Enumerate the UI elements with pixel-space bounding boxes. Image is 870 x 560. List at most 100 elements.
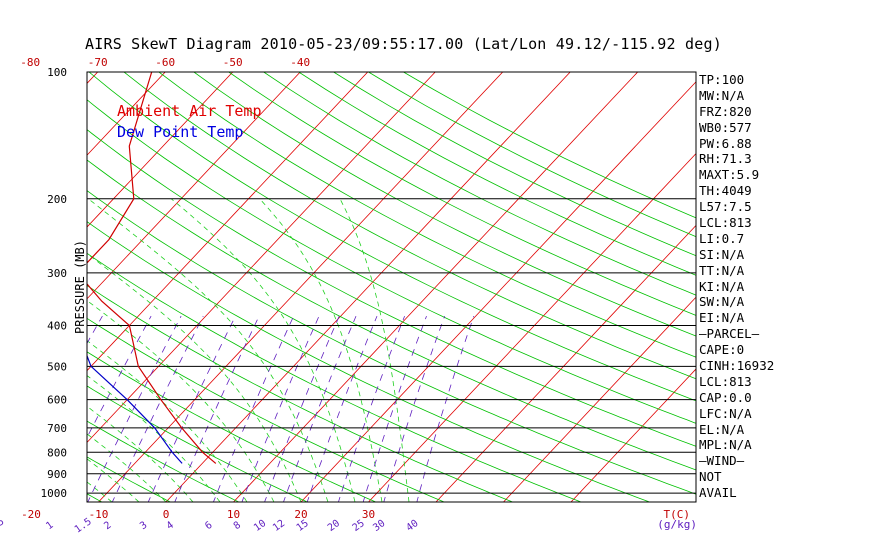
y-axis-label: PRESSURE (MB) xyxy=(73,240,87,334)
dry-adiabat xyxy=(0,72,37,504)
stat-item: AVAIL xyxy=(699,485,737,501)
mixing-ratio-tick: 8 xyxy=(232,520,243,532)
stat-item: CINH:16932 xyxy=(699,358,775,374)
bottom-temperature-tick: 10 xyxy=(227,508,240,521)
dry-adiabat xyxy=(193,72,696,337)
dry-adiabat xyxy=(87,221,651,502)
mixing-ratio-line xyxy=(306,315,378,502)
pressure-tick-label: 100 xyxy=(47,66,67,79)
top-temperature-tick: -40 xyxy=(290,56,310,69)
mixing-ratio-tick: 4 xyxy=(165,520,176,532)
top-temperature-tick: -60 xyxy=(155,56,175,69)
isotherm-line xyxy=(435,224,696,502)
bottom-temperature-tick: -10 xyxy=(89,508,109,521)
mixing-ratio-line xyxy=(87,315,152,439)
stat-item: MPL:N/A xyxy=(699,437,752,453)
mixing-ratio-line xyxy=(416,315,475,502)
pressure-tick-label: 1000 xyxy=(41,487,68,500)
mixing-ratio-tick: 40 xyxy=(404,518,420,534)
isotherm-line xyxy=(367,153,696,502)
dewpoint-profile-line xyxy=(87,354,183,464)
mixing-ratio-line xyxy=(337,315,405,502)
stat-item: KI:N/A xyxy=(699,278,745,294)
stat-item: RH:71.3 xyxy=(699,151,752,167)
stat-item: LCL:813 xyxy=(699,215,752,231)
mixing-ratio-line xyxy=(87,315,182,502)
stat-item: L57:7.5 xyxy=(699,199,752,215)
isotherm-line xyxy=(0,63,39,504)
stat-item: WB0:577 xyxy=(699,119,752,135)
isotherm-line xyxy=(87,72,301,300)
dry-adiabat xyxy=(87,129,696,447)
stat-item: FRZ:820 xyxy=(699,103,752,119)
pressure-tick-label: 700 xyxy=(47,422,67,435)
mixing-ratio-line xyxy=(264,315,340,502)
stat-item: CAP:0.0 xyxy=(699,389,752,405)
pressure-tick-label: 300 xyxy=(47,267,67,280)
top-temperature-tick: -50 xyxy=(223,56,243,69)
moist-adiabat xyxy=(88,198,329,502)
stat-item: TP:100 xyxy=(699,72,745,87)
dry-adiabat xyxy=(158,72,696,358)
mixing-ratio-tick: 10 xyxy=(252,518,268,534)
dry-adiabat xyxy=(228,72,696,316)
dry-adiabat xyxy=(87,493,103,502)
mixing-ratio-line xyxy=(111,315,204,502)
bottom-temperature-tick: 20 xyxy=(294,508,307,521)
moist-adiabat xyxy=(87,433,167,502)
moist-adiabat xyxy=(171,198,356,502)
isotherm-line xyxy=(502,296,696,502)
moist-adiabat xyxy=(87,252,302,502)
legend-dew-point-temp: Dew Point Temp xyxy=(117,123,243,141)
stability-index-panel: TP:100 MW:N/A FRZ:820 WB0:577 PW:6.88 RH:71.3… xyxy=(699,72,869,501)
moist-adiabat xyxy=(87,405,194,502)
stat-item: CAPE:0 xyxy=(699,342,745,358)
dry-adiabat xyxy=(333,72,696,257)
isotherm-line xyxy=(87,72,369,372)
pressure-tick-label: 400 xyxy=(47,320,67,333)
mixing-ratio-tick: 2 xyxy=(102,520,113,532)
stat-item: EL:N/A xyxy=(699,421,745,437)
pressure-tick-label: 900 xyxy=(47,468,67,481)
moist-adiabat xyxy=(87,299,275,502)
pressure-tick-label: 200 xyxy=(47,193,67,206)
moist-adiabat xyxy=(339,198,410,502)
dry-adiabat xyxy=(87,159,696,471)
stat-item: MW:N/A xyxy=(699,87,745,103)
mixing-ratio-line xyxy=(0,316,43,504)
mixing-ratio-tick: 12 xyxy=(271,518,287,534)
top-temperature-tick: -70 xyxy=(88,56,108,69)
stat-item: SW:N/A xyxy=(699,294,745,310)
chart-title: AIRS SkewT Diagram 2010-05-23/09:55:17.0… xyxy=(85,35,722,53)
mixing-ratio-line xyxy=(212,315,295,502)
bottom-temperature-tick: 0 xyxy=(163,508,170,521)
stat-item: NOT xyxy=(699,469,722,485)
isotherm-line xyxy=(87,72,166,156)
mixing-ratio-tick: 1 xyxy=(44,520,55,532)
mixing-ratio-line xyxy=(0,316,1,504)
mixing-ratio-line xyxy=(283,315,357,502)
isotherm-line xyxy=(87,72,436,444)
dry-adiabat xyxy=(298,72,696,276)
stat-item: TH:4049 xyxy=(699,183,752,199)
isotherm-line xyxy=(87,72,99,84)
mixing-ratio-tick: 20 xyxy=(326,518,342,534)
stat-item: SI:N/A xyxy=(699,246,745,262)
legend-ambient-air-temp: Ambient Air Temp xyxy=(117,102,262,120)
pressure-tick-label: 600 xyxy=(47,394,67,407)
mixing-ratio-line xyxy=(362,315,427,502)
stat-item: PW:6.88 xyxy=(699,135,752,151)
stat-item: TT:N/A xyxy=(699,262,745,278)
stat-item: MAXT:5.9 xyxy=(699,167,760,183)
moist-adiabat xyxy=(0,199,31,502)
mixing-ratio-line xyxy=(147,315,236,502)
dry-adiabat xyxy=(123,72,696,380)
dry-adiabat xyxy=(87,99,696,424)
stat-item: LI:0.7 xyxy=(699,230,745,246)
stat-item: EI:N/A xyxy=(699,310,745,326)
bottom-temperature-tick: 30 xyxy=(362,508,375,521)
moist-adiabat xyxy=(87,340,248,502)
mixing-ratio-line xyxy=(383,315,446,502)
mixing-ratio-tick: 3 xyxy=(138,520,149,532)
